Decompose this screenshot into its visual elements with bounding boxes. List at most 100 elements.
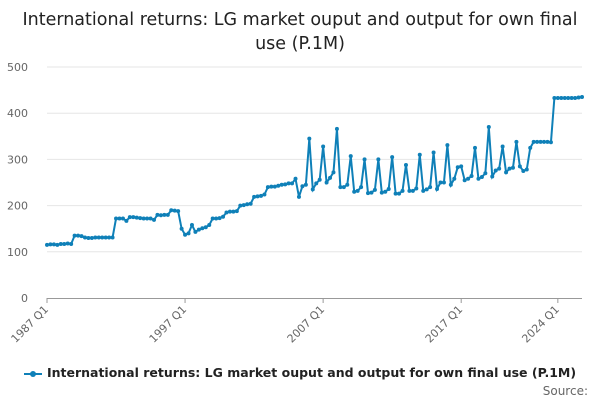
data-point [566,95,571,100]
data-point [165,212,170,217]
data-point [241,203,246,208]
data-point [559,95,564,100]
data-point [72,233,77,238]
data-point [286,181,291,186]
data-point [331,170,336,175]
chart-title: International returns: LG market ouput a… [22,10,578,54]
data-point [296,194,301,199]
data-point [189,223,194,227]
data-point [483,171,488,176]
data-point [369,190,374,195]
data-point [435,186,440,191]
data-point [196,227,201,232]
data-point [227,209,232,214]
data-point [407,188,412,193]
data-point [221,214,226,219]
data-point [100,235,105,240]
data-point [376,157,381,162]
data-point [103,235,108,240]
data-point [359,185,364,190]
data-point [362,157,367,162]
data-point [310,187,315,192]
data-point [48,242,53,247]
data-point [89,235,94,240]
data-point [521,168,526,173]
data-point [459,164,464,169]
data-point [569,95,574,100]
y-axis-ticks: 0 100 200 300 400 500 [7,61,28,305]
data-point [186,231,191,236]
data-point [469,174,474,179]
data-point [383,189,388,194]
data-point [96,235,101,240]
data-point [207,223,212,227]
data-point [510,165,515,170]
data-point [110,235,115,240]
data-point [535,139,540,144]
data-point [414,186,419,191]
y-tick-label: 500 [7,61,28,74]
data-point [445,143,450,148]
x-tick-label: 1997 Q1 [147,303,190,346]
data-point [117,216,122,221]
data-point [179,226,184,231]
data-point [328,175,333,180]
data-point [76,233,81,238]
data-point [238,203,243,208]
data-point [397,191,402,196]
data-point [193,229,198,234]
data-point [62,241,67,246]
data-point [334,126,339,131]
data-point [269,184,274,189]
data-point [138,216,143,221]
y-tick-label: 200 [7,200,28,213]
data-point [531,139,536,144]
data-point [69,241,74,246]
data-point [303,182,308,187]
data-point [259,193,263,198]
data-point [265,185,270,190]
data-point [55,242,60,247]
data-point [548,140,553,145]
data-point [455,165,460,170]
data-point [341,185,346,190]
data-point [65,241,70,246]
data-point [493,168,498,173]
x-tick-label: 2017 Q1 [423,303,466,346]
data-point [155,212,160,217]
x-tick-label: 1987 Q1 [9,303,52,346]
data-point [79,234,84,239]
data-point [545,139,550,144]
data-point [514,139,519,144]
data-point [141,216,146,221]
data-point [580,95,584,100]
data-point [321,144,326,149]
data-point [517,164,522,169]
data-point [417,152,422,157]
data-point [290,181,295,186]
data-point [114,216,119,221]
data-point [145,216,150,221]
data-point [300,184,305,189]
data-point [552,95,557,100]
data-point [486,125,491,130]
data-point [231,209,236,214]
data-point [366,191,370,196]
data-point [176,209,181,214]
gridlines [47,66,582,253]
legend[interactable]: International returns: LG market ouput a… [0,364,600,382]
data-point [120,216,125,221]
data-point [58,241,63,246]
data-point [345,182,350,187]
data-point [338,185,343,190]
data-point [203,225,208,230]
data-point [283,182,288,187]
data-point [542,139,547,144]
data-point [500,144,505,149]
data-point [473,145,477,150]
y-tick-label: 0 [21,292,28,305]
data-point [441,180,446,185]
data-point [255,194,260,199]
data-point [45,242,49,247]
data-point [576,95,581,100]
